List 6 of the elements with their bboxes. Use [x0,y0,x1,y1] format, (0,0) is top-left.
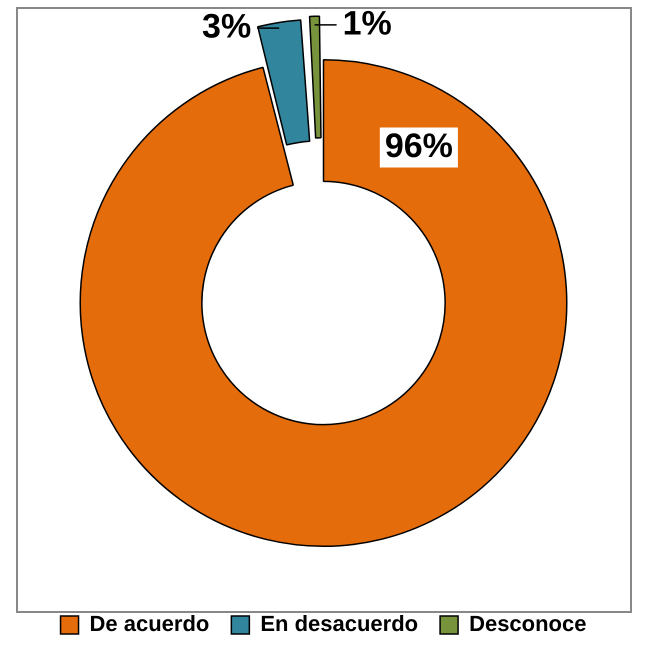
data-label: 1% [342,4,392,42]
data-label: 96% [384,126,453,165]
legend-label: De acuerdo [90,611,210,636]
legend-label: En desacuerdo [260,611,418,636]
legend-label: Desconoce [469,611,586,636]
data-label: 3% [202,8,252,46]
